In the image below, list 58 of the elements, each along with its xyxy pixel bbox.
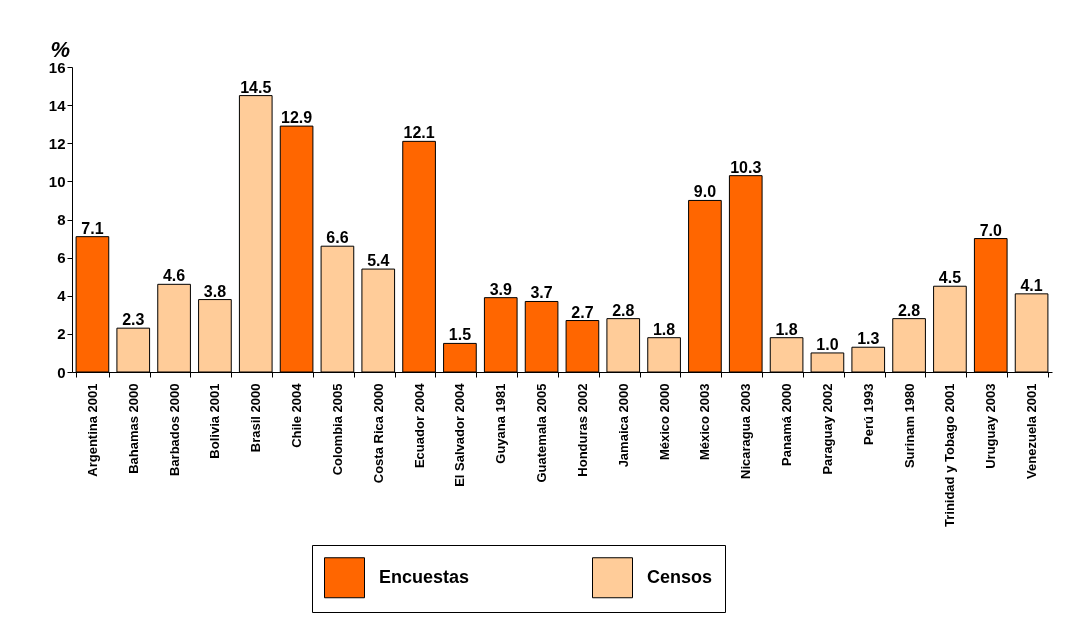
data-label: 3.7 (530, 284, 553, 302)
data-label: 10.3 (730, 158, 762, 176)
data-label: 1.5 (448, 326, 472, 344)
x-tick-label: Guyana 1981 (493, 383, 509, 464)
legend-label: Censos (647, 566, 713, 587)
x-tick-label: Brasil 2000 (248, 383, 264, 453)
data-label: 3.8 (203, 282, 227, 300)
x-tick-label: Venezuela 2001 (1024, 383, 1040, 479)
x-tick-label: México 2000 (656, 383, 672, 461)
y-tick-label: 14 (48, 96, 67, 114)
data-label: 3.9 (489, 280, 512, 298)
data-label: 1.3 (857, 330, 880, 348)
data-label: 2.3 (122, 311, 145, 329)
data-label: 2.8 (897, 301, 921, 319)
x-tick-label: Bahamas 2000 (125, 383, 141, 474)
y-tick-label: 4 (57, 287, 67, 305)
y-tick-label: 8 (57, 211, 66, 228)
x-tick-label: México 2003 (697, 383, 713, 461)
data-label: 4.5 (938, 269, 962, 287)
x-tick-label: Argentina 2001 (84, 383, 100, 477)
x-tick-label: Honduras 2002 (574, 383, 590, 477)
data-label: 1.8 (652, 320, 676, 338)
data-label: 6.6 (326, 229, 349, 247)
x-tick-label: Panamá 2000 (779, 383, 795, 466)
y-tick-label: 2 (57, 325, 66, 343)
data-label: 4.1 (1020, 276, 1043, 294)
data-label: 7.1 (81, 219, 104, 237)
data-label: 12.9 (281, 109, 313, 127)
data-label: 9.0 (693, 183, 717, 201)
data-label: 1.0 (816, 335, 839, 353)
x-tick-label: Perú 1993 (860, 383, 876, 445)
data-label: 14.5 (240, 78, 272, 96)
x-tick-label: Ecuador 2004 (411, 382, 427, 469)
x-tick-label: Chile 2004 (289, 382, 305, 448)
x-tick-label: El Salvador 2004 (452, 382, 468, 487)
x-tick-label: Barbados 2000 (166, 383, 182, 476)
y-tick-label: 12 (48, 134, 66, 152)
data-label: 5.4 (367, 252, 390, 270)
x-tick-label: Jamaica 2000 (615, 383, 631, 468)
data-label: 7.0 (979, 221, 1002, 239)
legend-label: Encuestas (379, 566, 470, 587)
data-label: 1.8 (775, 320, 798, 338)
x-tick-label: Bolivia 2001 (207, 383, 223, 459)
x-tick-label: Trinidad y Tobago 2001 (942, 383, 958, 528)
x-tick-label: Colombia 2005 (329, 383, 345, 476)
x-tick-label: Costa Rica 2000 (370, 383, 386, 484)
x-tick-label: Nicaragua 2003 (738, 383, 754, 479)
data-label: 2.7 (571, 303, 594, 321)
data-label: 4.6 (162, 267, 186, 285)
x-tick-label: Guatemala 2005 (534, 383, 550, 483)
x-tick-label: Surinam 1980 (901, 383, 917, 469)
y-tick-label: 10 (48, 172, 66, 190)
y-tick-label: 0 (57, 363, 66, 381)
x-tick-label: Paraguay 2002 (819, 383, 835, 475)
x-tick-label: Uruguay 2003 (983, 383, 999, 469)
data-label: 12.1 (403, 124, 435, 142)
data-label: 2.8 (612, 301, 635, 319)
y-tick-label: 6 (57, 249, 66, 267)
